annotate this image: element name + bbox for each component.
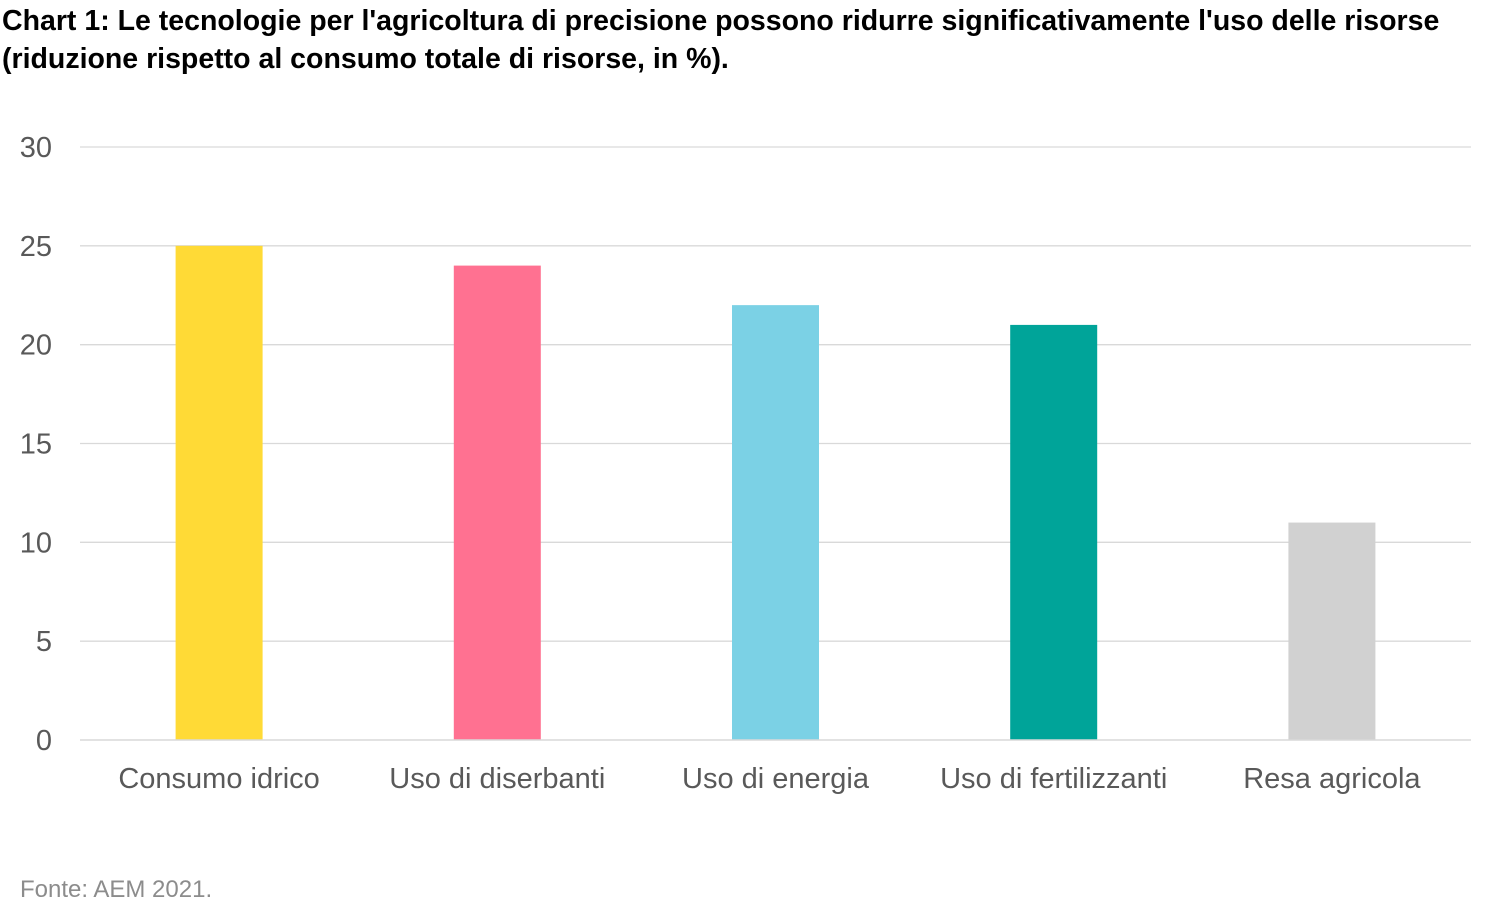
y-tick-label: 10 (20, 527, 52, 559)
y-tick-label: 30 (20, 132, 52, 164)
y-tick-label: 0 (36, 725, 52, 757)
bar-consumo-idrico (175, 245, 263, 741)
x-category-label: Uso di diserbanti (389, 763, 605, 795)
source-note: Fonte: AEM 2021. (20, 876, 213, 903)
x-category-label: Uso di energia (682, 763, 870, 795)
x-axis-categories: Consumo idrico Uso di diserbanti Uso di en… (118, 763, 1421, 795)
y-tick-label: 5 (36, 626, 52, 658)
bar-resa-agricola (1288, 522, 1376, 740)
x-category-label: Uso di fertilizzanti (940, 763, 1167, 795)
bar-uso-di-energia (732, 305, 819, 740)
y-axis-ticks: 0 5 10 15 20 25 30 (20, 132, 52, 757)
y-tick-label: 15 (20, 429, 52, 461)
bar-uso-di-fertilizzanti (1010, 324, 1098, 740)
bar-chart: 0 5 10 15 20 25 30 Consumo idrico Uso di diserb… (20, 132, 1471, 795)
x-category-label: Resa agricola (1243, 763, 1421, 795)
y-tick-label: 20 (20, 330, 52, 362)
bar-uso-di-diserbanti (453, 265, 541, 740)
bars (175, 245, 1376, 741)
chart-title: Chart 1: Le tecnologie per l'agricoltura… (2, 5, 1440, 75)
x-category-label: Consumo idrico (118, 763, 319, 795)
y-tick-label: 25 (20, 231, 52, 263)
